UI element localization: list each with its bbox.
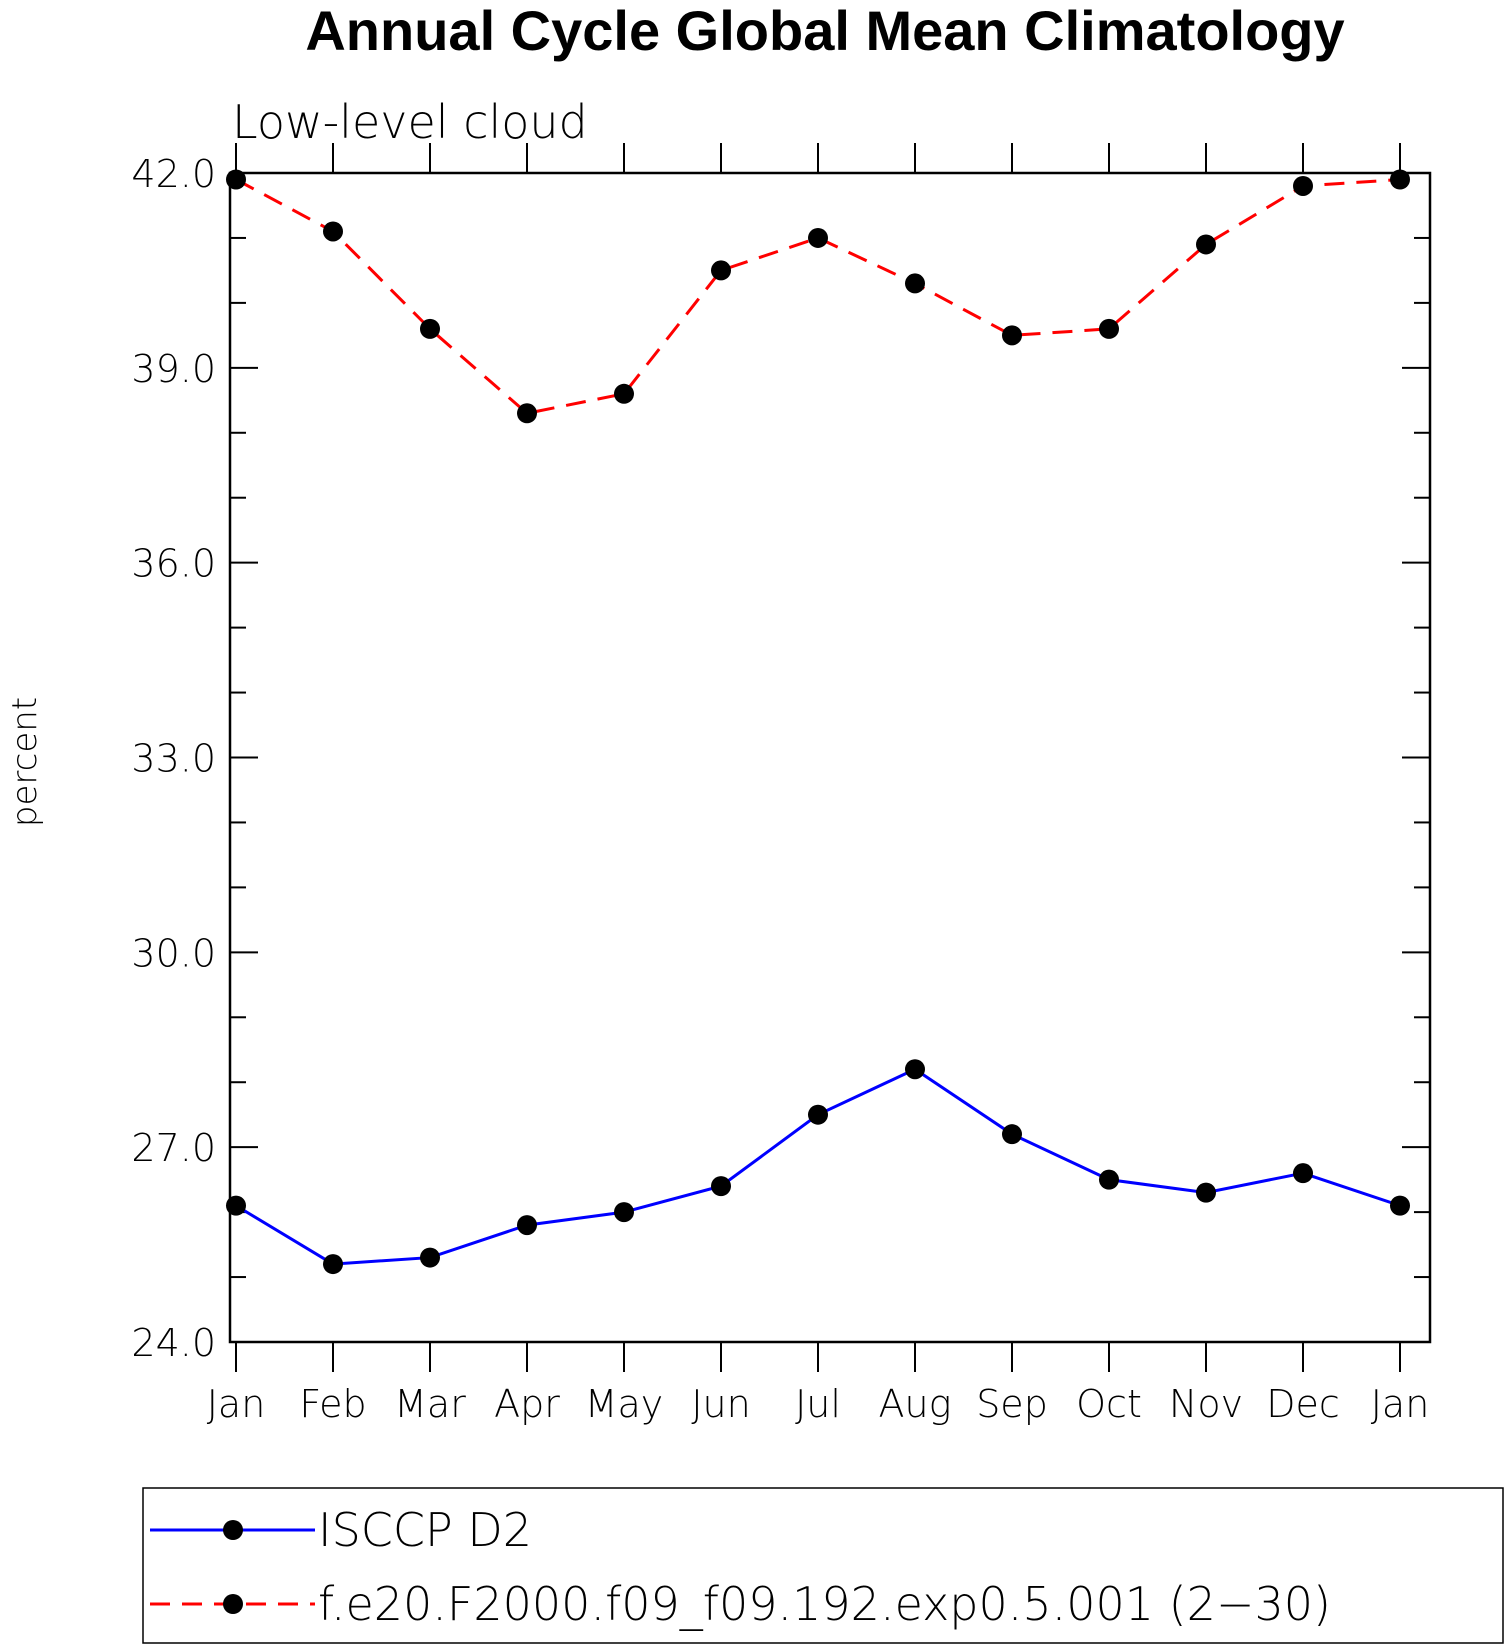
data-point-0: [1390, 1195, 1410, 1216]
series-line-1: [235, 177, 1401, 415]
data-point-0: [905, 1059, 925, 1080]
series-layer: [226, 169, 1410, 1275]
data-point-1: [905, 273, 925, 294]
y-tick-label: 36.0: [131, 542, 216, 586]
x-tick-label: Jan: [207, 1382, 266, 1426]
data-point-0: [1099, 1169, 1119, 1190]
y-tick-label: 39.0: [131, 347, 216, 391]
series-line-0: [235, 1067, 1401, 1266]
plot-frame: [228, 171, 1432, 1344]
data-point-1: [1002, 325, 1022, 346]
data-point-0: [323, 1254, 343, 1275]
data-point-0: [1293, 1163, 1313, 1184]
data-point-0: [808, 1104, 828, 1125]
x-tick-label: Mar: [394, 1382, 466, 1426]
legend: ISCCP D2 f.e20.F2000.f09_f09.192.exp0.5.…: [142, 1487, 1504, 1644]
chart-subtitle: Low-level cloud: [232, 95, 588, 149]
x-tick-label: Jan: [1371, 1382, 1430, 1426]
data-point-1: [1293, 175, 1313, 196]
data-point-1: [420, 318, 440, 339]
x-tick-label: Jul: [795, 1382, 841, 1426]
data-point-1: [226, 169, 246, 190]
x-tick-label: Aug: [879, 1382, 952, 1426]
data-point-0: [614, 1202, 634, 1223]
x-tick-label: Nov: [1169, 1382, 1243, 1426]
x-tick-label: Sep: [976, 1382, 1048, 1426]
x-tick-label: Dec: [1266, 1382, 1340, 1426]
data-point-0: [711, 1176, 731, 1197]
legend-label-isccp: ISCCP D2: [318, 1503, 532, 1557]
legend-marker-isccp: [223, 1520, 243, 1540]
y-tick-label: 30.0: [131, 931, 216, 975]
data-point-0: [226, 1195, 246, 1216]
legend-label-model: f.e20.F2000.f09_f09.192.exp0.5.001 (2−30…: [318, 1577, 1331, 1631]
data-point-1: [711, 260, 731, 281]
chart-title: Annual Cycle Global Mean Climatology: [305, 0, 1344, 62]
data-point-1: [323, 221, 343, 242]
data-point-0: [1002, 1124, 1022, 1145]
x-tick-label: Apr: [494, 1382, 560, 1426]
y-axis-label: percent: [5, 697, 45, 827]
legend-box: [142, 1487, 1504, 1644]
data-point-0: [420, 1247, 440, 1268]
y-tick-label: 24.0: [131, 1321, 216, 1365]
data-point-1: [1390, 169, 1410, 190]
data-point-1: [1196, 234, 1216, 255]
data-point-1: [808, 227, 828, 248]
data-point-0: [1196, 1182, 1216, 1203]
data-point-1: [1099, 318, 1119, 339]
x-tick-label: May: [585, 1382, 664, 1426]
legend-marker-model: [223, 1594, 243, 1614]
y-tick-label: 42.0: [131, 152, 216, 196]
data-point-1: [614, 383, 634, 404]
y-tick-label: 33.0: [131, 737, 216, 781]
y-tick-label: 27.0: [131, 1126, 216, 1170]
x-tick-label: Jun: [691, 1382, 750, 1426]
x-tick-label: Oct: [1076, 1382, 1142, 1426]
data-point-1: [517, 403, 537, 424]
axes-layer: 24.0 27.0 30.0 33.0 36.0 39.0 42.0 Jan Feb Mar Apr…: [131, 143, 1432, 1426]
data-point-0: [517, 1215, 537, 1236]
x-tick-label: Feb: [299, 1382, 366, 1426]
